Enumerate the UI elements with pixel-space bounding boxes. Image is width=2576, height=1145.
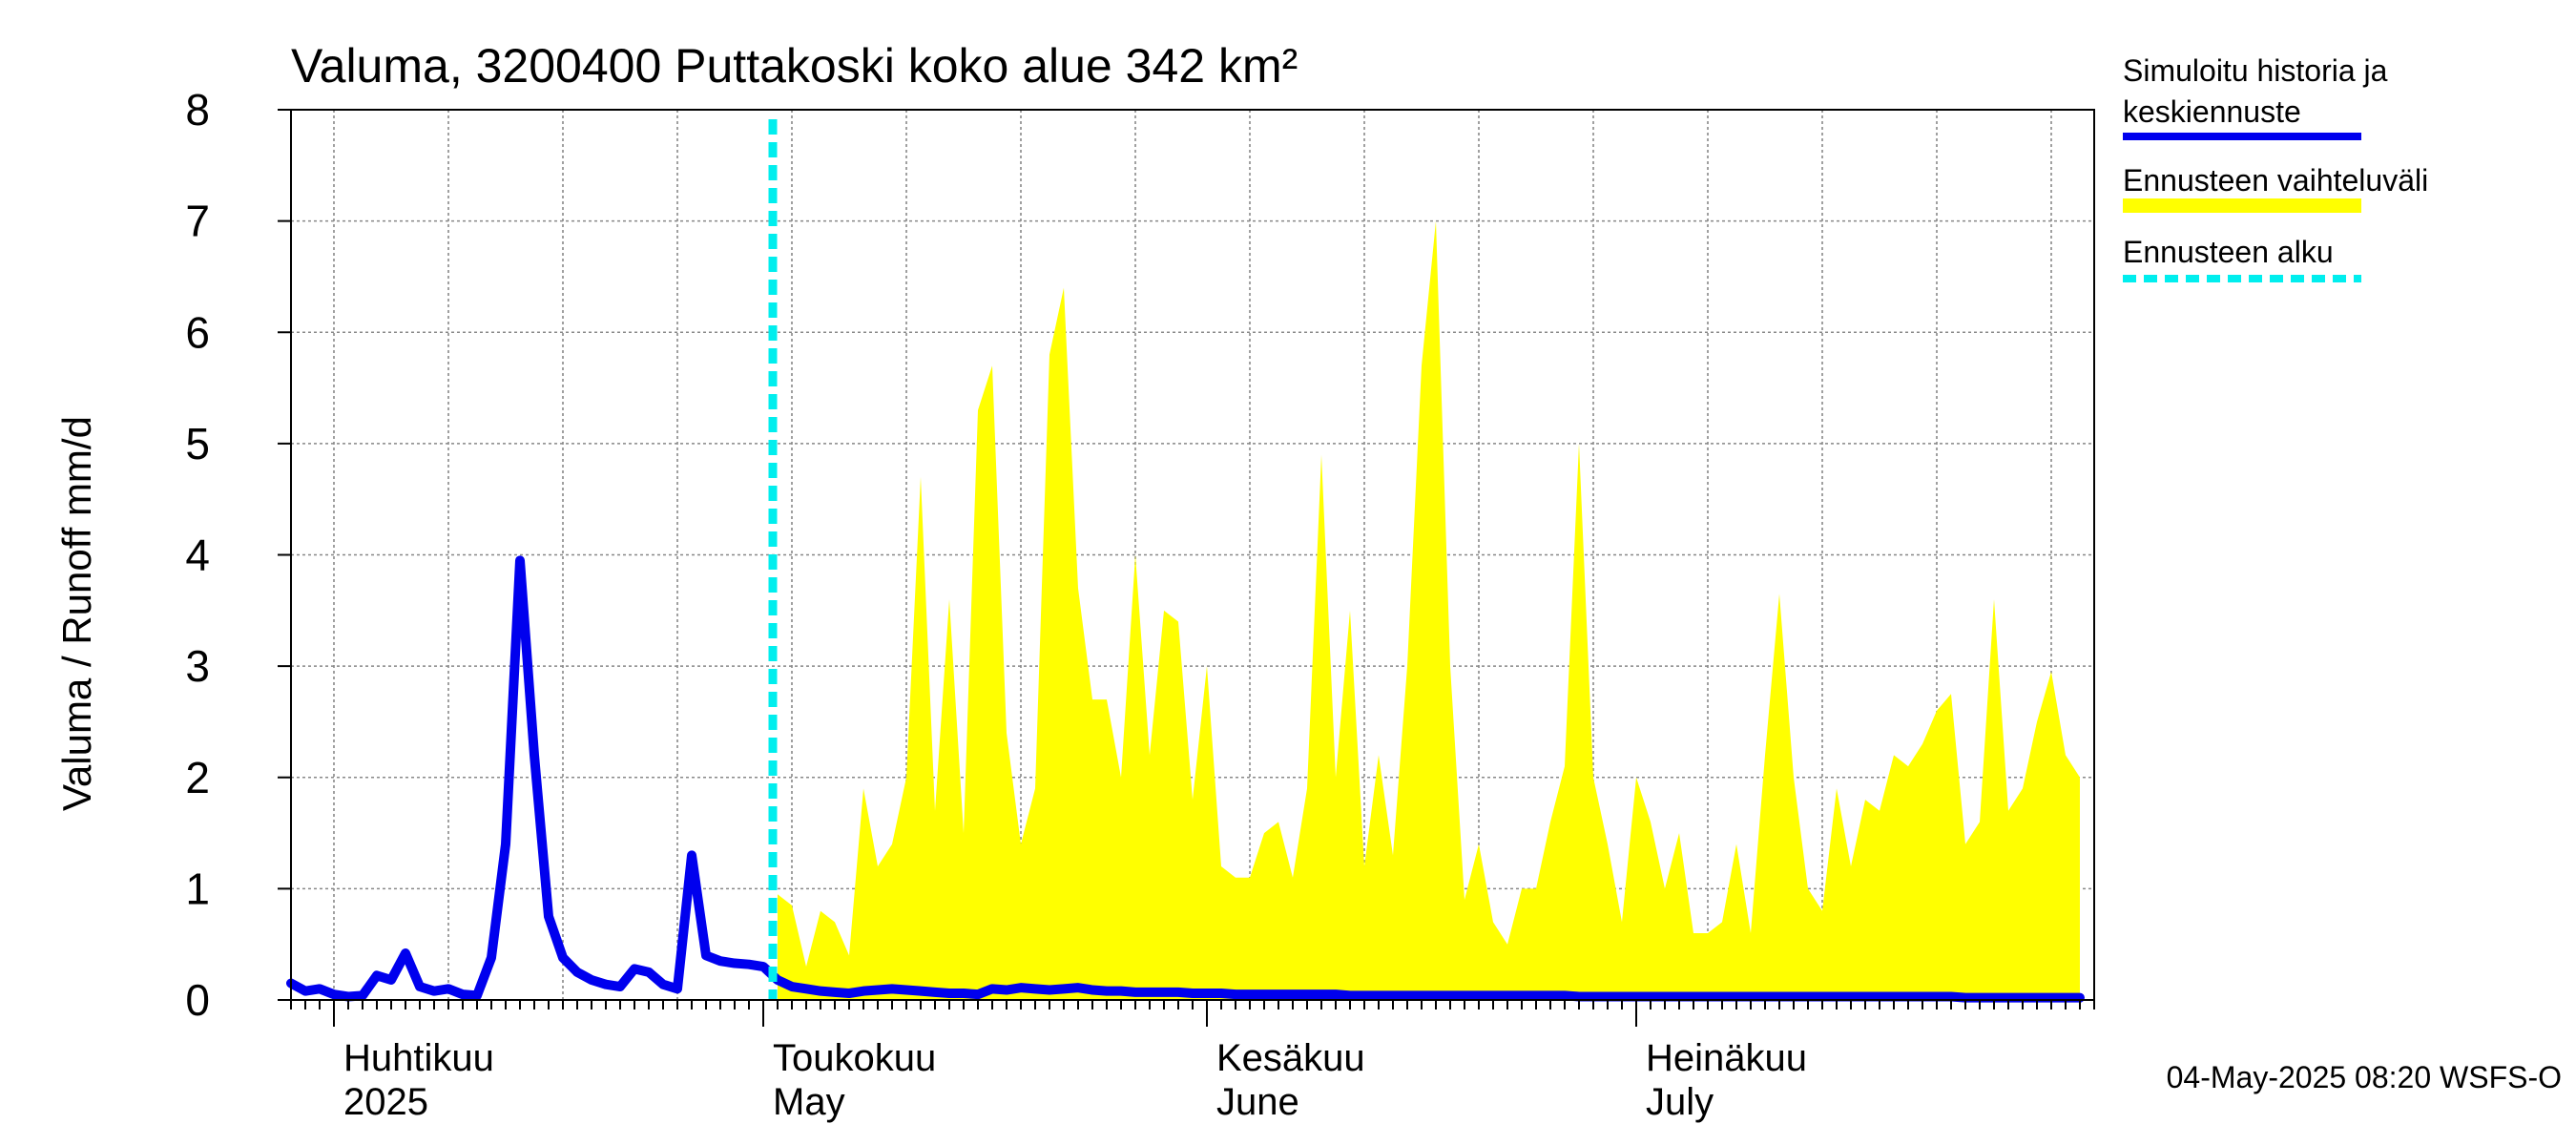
month-label-top: Kesäkuu [1216,1037,1365,1079]
month-label-top: Heinäkuu [1646,1037,1807,1079]
legend: Simuloitu historia ja keskiennuste Ennuste… [2123,53,2428,282]
month-label-bottom: July [1646,1081,1714,1123]
y-tick-label: 1 [185,864,210,913]
month-label-bottom: May [773,1081,845,1123]
y-tick-label: 3 [185,641,210,691]
simulated-history-line [286,555,2085,1003]
y-tick-label: 5 [185,419,210,468]
month-label-bottom: 2025 [343,1081,428,1123]
y-tick-label: 2 [185,753,210,802]
legend-label: Simuloitu historia ja [2123,53,2388,88]
x-axis-ticks [290,1000,2095,1027]
legend-label: Ennusteen alku [2123,235,2334,269]
simulated-runoff-series [286,555,2085,1003]
chart-title: Valuma, 3200400 Puttakoski koko alue 342… [291,39,1298,93]
month-label-bottom: June [1216,1081,1299,1123]
month-label-top: Toukokuu [773,1037,936,1079]
legend-label: Ennusteen vaihteluväli [2123,163,2428,198]
legend-label: keskiennuste [2123,94,2301,129]
y-tick-label: 0 [185,975,210,1025]
month-label-top: Huhtikuu [343,1037,494,1079]
y-tick-label: 4 [185,531,210,580]
y-tick-label: 6 [185,307,210,357]
forecast-range-band [778,220,2080,1000]
forecast-range-area [778,220,2080,1000]
y-tick-label: 8 [185,85,210,135]
footer-timestamp: 04-May-2025 08:20 WSFS-O [2167,1060,2562,1094]
legend-swatch-band [2123,198,2361,213]
y-axis-ticks: 0 1 2 3 4 5 6 7 8 [185,85,291,1025]
y-axis-label: Valuma / Runoff mm/d [54,416,99,811]
y-tick-label: 7 [185,197,210,246]
